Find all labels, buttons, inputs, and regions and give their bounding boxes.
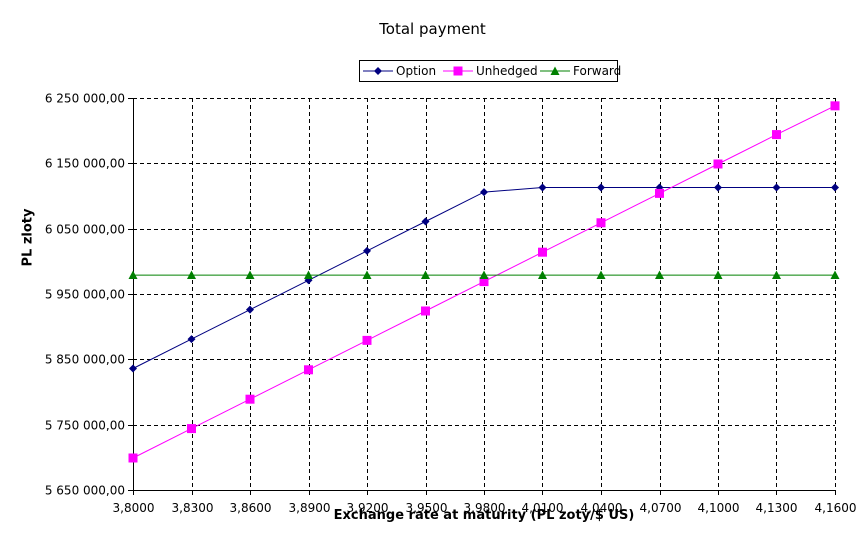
data-point-option-8: [597, 183, 605, 192]
data-point-unhedged-9: [655, 188, 664, 198]
data-point-option-4: [363, 246, 371, 255]
data-point-option-6: [480, 188, 488, 197]
legend-marker-unhedged: [443, 66, 473, 76]
data-point-forward-1: [187, 270, 196, 280]
data-point-forward-0: [128, 270, 138, 280]
legend: Option Unhedged Forward: [359, 60, 621, 82]
data-point-forward-4: [362, 270, 372, 280]
chart-title: Total payment: [379, 20, 486, 38]
data-point-forward-10: [713, 270, 723, 280]
x-tick-label-5: 3,9500: [406, 501, 448, 515]
data-point-option-12: [831, 183, 839, 192]
data-point-forward-12: [830, 270, 840, 280]
x-tick-label-8: 4,0400: [581, 501, 623, 515]
data-point-forward-9: [655, 270, 664, 280]
y-tick-label-2: 5 850 000,00: [45, 353, 125, 367]
x-axis-label: Exchange rate at maturity (PL zoty/$ US): [333, 508, 635, 523]
y-tick-label-3: 5 950 000,00: [45, 288, 125, 302]
y-tick-label-6: 6 250 000,00: [45, 92, 125, 106]
data-point-forward-7: [538, 270, 547, 280]
data-point-unhedged-12: [830, 101, 840, 111]
x-tick-label-2: 3,8600: [230, 501, 272, 515]
data-point-option-0: [129, 364, 137, 373]
data-point-option-5: [421, 217, 430, 226]
x-tick-label-9: 4,0700: [640, 501, 682, 515]
data-point-option-10: [714, 183, 722, 192]
legend-item-forward: Forward: [540, 61, 621, 81]
data-point-forward-5: [421, 270, 430, 280]
x-tick-label-10: 4,1000: [698, 501, 740, 515]
data-point-forward-8: [596, 270, 606, 280]
y-tick-label-0: 5 650 000,00: [45, 484, 125, 498]
y-tick-label-4: 6 050 000,00: [45, 223, 125, 237]
data-point-unhedged-11: [772, 130, 781, 140]
x-tick-label-7: 4,0100: [522, 501, 564, 515]
data-point-option-2: [246, 305, 254, 314]
legend-item-unhedged: Unhedged: [443, 61, 538, 81]
data-point-unhedged-8: [596, 218, 606, 228]
y-axis-label: PL zloty: [20, 208, 36, 267]
data-point-unhedged-7: [538, 247, 547, 257]
data-point-option-11: [772, 183, 781, 192]
x-tick-label-0: 3,8000: [113, 501, 155, 515]
data-point-unhedged-10: [713, 159, 723, 169]
data-point-option-7: [538, 183, 547, 192]
legend-label-option: Option: [396, 64, 437, 78]
legend-label-unhedged: Unhedged: [476, 64, 538, 78]
x-tick-label-6: 3,9800: [464, 501, 506, 515]
data-point-forward-11: [772, 270, 781, 280]
data-point-forward-2: [245, 270, 255, 280]
legend-item-option: Option: [363, 61, 436, 81]
x-tick-label-3: 3,8900: [289, 501, 331, 515]
data-point-unhedged-3: [304, 365, 313, 375]
y-tick-label-1: 5 750 000,00: [45, 419, 125, 433]
data-point-unhedged-2: [245, 394, 255, 404]
x-tick-label-1: 3,8300: [172, 501, 214, 515]
data-point-unhedged-4: [362, 335, 372, 345]
legend-marker-option: [363, 67, 393, 75]
x-tick-label-4: 3,9200: [347, 501, 389, 515]
data-point-option-1: [187, 335, 196, 344]
y-tick-label-5: 6 150 000,00: [45, 157, 125, 171]
data-point-unhedged-5: [421, 306, 430, 316]
data-point-forward-3: [304, 270, 313, 280]
data-point-unhedged-0: [128, 453, 138, 463]
data-point-unhedged-6: [479, 277, 489, 287]
legend-label-forward: Forward: [573, 64, 622, 78]
x-tick-label-11: 4,1300: [756, 501, 798, 515]
data-point-forward-6: [479, 270, 489, 280]
x-tick-label-12: 4,1600: [815, 501, 857, 515]
legend-marker-forward: [540, 66, 570, 75]
data-point-unhedged-1: [187, 424, 196, 434]
